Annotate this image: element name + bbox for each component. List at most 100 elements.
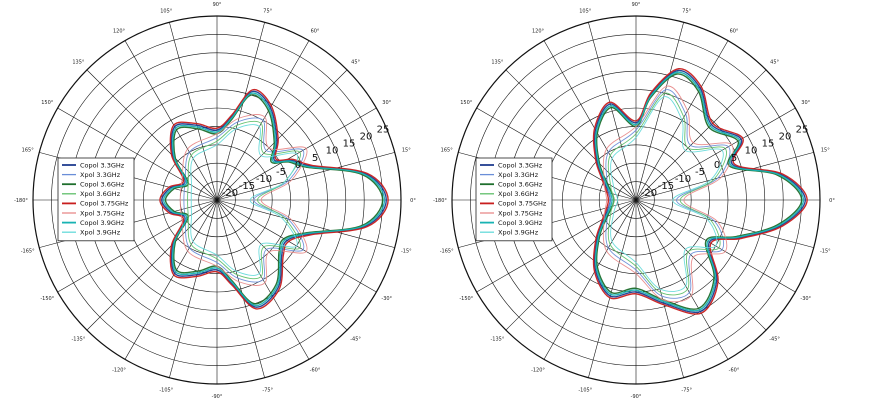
series-line [187, 120, 301, 280]
polar-chart-1: 0° 15° 30° 45° 60° 75° 90° 105° 120° 135° 150° 165°… [14, 2, 416, 400]
angle-tick-label: -105° [159, 387, 173, 393]
grid-spoke [505, 69, 637, 201]
angle-tick-label: -60° [310, 368, 321, 374]
legend-entry: Xpol 3.3GHz [498, 171, 539, 179]
grid-spoke [635, 199, 767, 331]
series-line [594, 71, 805, 312]
angle-tick-label: 105° [579, 9, 592, 15]
polar-chart-2: 0° 15° 30° 45° 60° 75° 90° 105° 120° 135° 150° 165°… [433, 2, 835, 400]
angle-tick-label: 150° [460, 100, 473, 106]
angle-tick-label: -15° [820, 249, 831, 255]
grid-spoke [476, 199, 637, 293]
radial-tick-label: 5 [731, 153, 737, 164]
radial-tick-label: 10 [745, 146, 758, 157]
grid-spoke [543, 40, 637, 201]
grid-spoke [635, 22, 684, 201]
series-line [161, 90, 387, 308]
angle-tick-label: 0° [829, 198, 835, 204]
grid-spoke [216, 199, 395, 248]
radial-tick-label: 15 [343, 139, 356, 150]
angle-tick-label: -30° [800, 296, 811, 302]
grid-spoke [86, 69, 218, 201]
angle-tick-label: 120° [113, 28, 126, 34]
angle-tick-label: 45° [351, 59, 360, 65]
grid-spoke [86, 199, 218, 331]
angle-tick-label: -15° [401, 249, 412, 255]
legend-entry: Copol 3.75GHz [80, 200, 129, 208]
legend-box [57, 157, 135, 242]
grid-spoke [635, 69, 767, 201]
series-line [190, 124, 299, 276]
angle-tick-label: 135° [72, 59, 85, 65]
radial-tick-label: -20 [641, 188, 657, 199]
series-group [159, 88, 389, 310]
grid-spoke [476, 107, 637, 201]
angle-tick-label: 15° [821, 147, 830, 153]
angle-tick-label: -120° [531, 368, 545, 374]
legend-box [475, 157, 553, 242]
angle-tick-label: -165° [21, 249, 35, 255]
radial-tick-label: -20 [222, 188, 238, 199]
series-line [610, 96, 724, 292]
grid-spoke [169, 22, 218, 201]
angle-tick-label: 60° [311, 28, 320, 34]
radial-tick-label: -5 [695, 167, 705, 178]
series-group [592, 68, 808, 315]
angle-tick-label: 30° [382, 100, 391, 106]
angle-tick-label: 45° [770, 59, 779, 65]
angle-tick-label: -150° [40, 296, 54, 302]
angle-tick-label: 75° [263, 9, 272, 15]
legend-entry: Xpol 3.9GHz [80, 229, 121, 237]
grid-spoke [169, 199, 218, 378]
series-line [593, 69, 806, 314]
angle-tick-label: -105° [578, 387, 592, 393]
angle-tick-label: 90° [632, 2, 641, 8]
grid-spoke [635, 107, 796, 201]
legend-entry: Xpol 3.75GHz [80, 209, 125, 217]
angle-tick-label: 60° [730, 28, 739, 34]
angle-tick-label: -135° [490, 337, 504, 343]
angle-tick-label: -60° [729, 368, 740, 374]
radial-tick-label: 0 [714, 160, 720, 171]
angle-tick-label: -135° [71, 337, 85, 343]
series-line [607, 92, 727, 296]
radial-tick-label: 5 [312, 153, 318, 164]
angle-tick-label: 150° [41, 100, 54, 106]
series-line [162, 92, 386, 307]
legend-entry: Copol 3.6GHz [498, 181, 543, 189]
angle-tick-label: 90° [213, 2, 222, 8]
grid-spoke [588, 199, 637, 378]
legend-entry: Xpol 3.75GHz [498, 209, 543, 217]
grid-spoke [124, 40, 218, 201]
radial-tick-label: -5 [276, 167, 286, 178]
angle-tick-label: 105° [160, 9, 173, 15]
radial-tick-label: 20 [779, 132, 792, 143]
series-line [183, 117, 305, 283]
series-line [602, 85, 734, 303]
angle-tick-label: -120° [112, 368, 126, 374]
legend-entry: Copol 3.9GHz [80, 219, 125, 227]
grid-spoke [216, 69, 348, 201]
angle-tick-label: 120° [532, 28, 545, 34]
angle-tick-label: -75° [262, 387, 273, 393]
legend-entry: Xpol 3.6GHz [498, 190, 539, 198]
series-line [159, 88, 389, 310]
legend-entry: Xpol 3.3GHz [80, 171, 121, 179]
radial-tick-label: 25 [796, 125, 809, 136]
grid-spoke [216, 152, 395, 201]
radial-tick-label: 0 [295, 160, 301, 171]
angle-tick-label: 30° [801, 100, 810, 106]
angle-tick-label: 75° [682, 9, 691, 15]
angle-tick-label: -75° [681, 387, 692, 393]
radial-tick-label: 10 [326, 146, 339, 157]
angle-tick-label: -165° [440, 249, 454, 255]
legend-entry: Copol 3.6GHz [80, 181, 125, 189]
grid-spoke [216, 199, 265, 378]
radial-tick-label: -10 [675, 174, 691, 185]
radial-tick-label: 20 [360, 132, 373, 143]
radial-tick-label: 15 [762, 139, 775, 150]
angle-tick-label: -180° [433, 198, 447, 204]
